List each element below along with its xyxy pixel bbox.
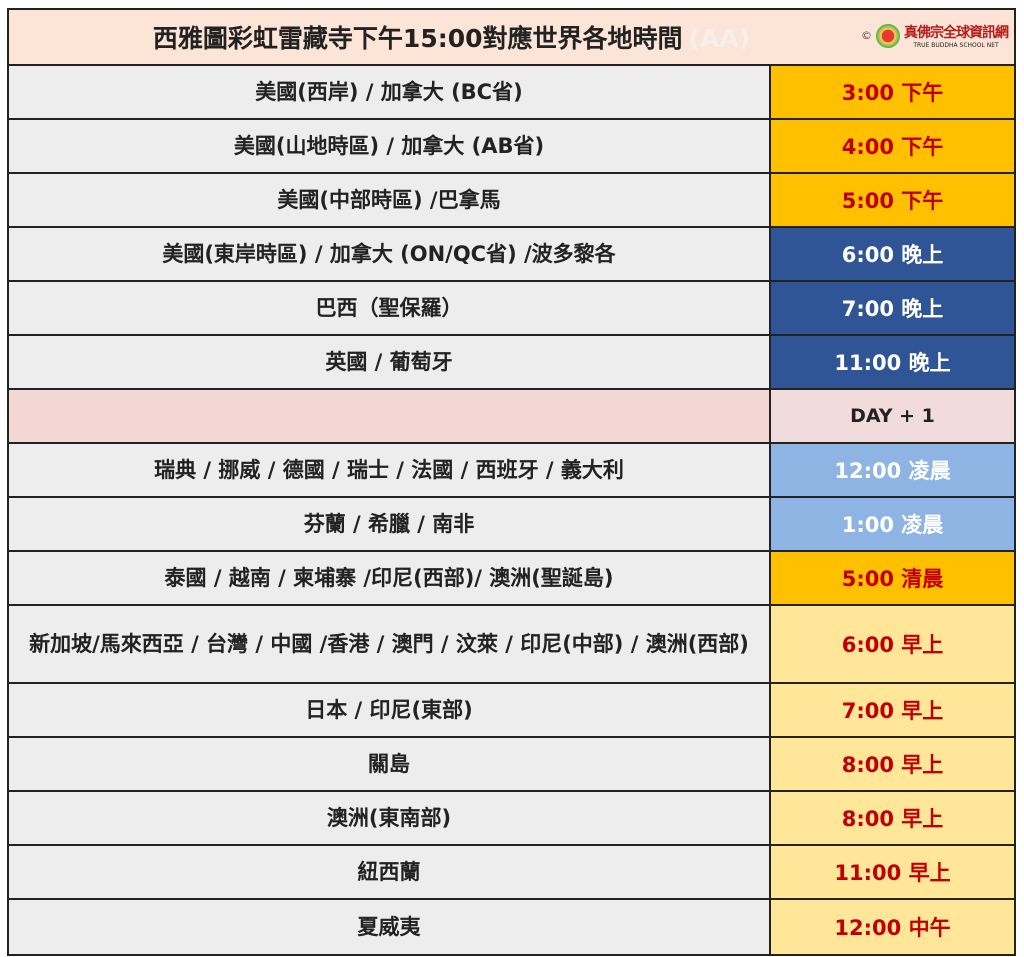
table-row: 夏威夷 12:00 中午 — [9, 900, 1014, 954]
table-row: 美國(中部時區) /巴拿馬 5:00 下午 — [9, 174, 1014, 228]
table-row: 美國(山地時區) / 加拿大 (AB省) 4:00 下午 — [9, 120, 1014, 174]
time-cell: 6:00 早上 — [771, 606, 1014, 682]
logo-name-zh: 真佛宗全球資訊網 — [904, 25, 1009, 41]
table-title-row: 西雅圖彩虹雷藏寺下午15:00對應世界各地時間 (AA) © 真佛宗全球資訊網 TR… — [9, 10, 1014, 66]
region-cell: 夏威夷 — [9, 900, 771, 954]
region-cell: 泰國 / 越南 / 柬埔寨 /印尼(西部)/ 澳洲(聖誕島) — [9, 552, 771, 604]
time-cell: 12:00 凌晨 — [771, 444, 1014, 496]
time-cell: 3:00 下午 — [771, 66, 1014, 118]
title-text: 西雅圖彩虹雷藏寺下午15:00對應世界各地時間 — [152, 24, 683, 53]
copyright-symbol: © — [861, 29, 872, 42]
table-row: 美國(西岸) / 加拿大 (BC省) 3:00 下午 — [9, 66, 1014, 120]
table-row: 新加坡/馬來西亞 / 台灣 / 中國 /香港 / 澳門 / 汶萊 / 印尼(中部… — [9, 606, 1014, 684]
time-cell: 11:00 晚上 — [771, 336, 1014, 388]
time-cell: 7:00 早上 — [771, 684, 1014, 736]
table-row: 芬蘭 / 希臘 / 南非 1:00 凌晨 — [9, 498, 1014, 552]
table-row: 英國 / 葡萄牙 11:00 晚上 — [9, 336, 1014, 390]
table-row: 美國(東岸時區) / 加拿大 (ON/QC省) /波多黎各 6:00 晚上 — [9, 228, 1014, 282]
region-cell: 美國(西岸) / 加拿大 (BC省) — [9, 66, 771, 118]
time-zone-table: 西雅圖彩虹雷藏寺下午15:00對應世界各地時間 (AA) © 真佛宗全球資訊網 TR… — [7, 8, 1016, 956]
region-cell: 日本 / 印尼(東部) — [9, 684, 771, 736]
logo-name-en: TRUE BUDDHA SCHOOL NET — [913, 42, 999, 49]
region-cell: 巴西（聖保羅） — [9, 282, 771, 334]
time-cell: 12:00 中午 — [771, 900, 1014, 954]
table-row: 日本 / 印尼(東部) 7:00 早上 — [9, 684, 1014, 738]
time-cell: 5:00 清晨 — [771, 552, 1014, 604]
table-row: 瑞典 / 挪威 / 德國 / 瑞士 / 法國 / 西班牙 / 義大利 12:00 … — [9, 444, 1014, 498]
table-row: 關島 8:00 早上 — [9, 738, 1014, 792]
region-cell: 新加坡/馬來西亞 / 台灣 / 中國 /香港 / 澳門 / 汶萊 / 印尼(中部… — [9, 606, 771, 682]
time-cell: 6:00 晚上 — [771, 228, 1014, 280]
table-row: 澳洲(東南部) 8:00 早上 — [9, 792, 1014, 846]
region-cell: 瑞典 / 挪威 / 德國 / 瑞士 / 法國 / 西班牙 / 義大利 — [9, 444, 771, 496]
time-cell: 1:00 凌晨 — [771, 498, 1014, 550]
time-cell: 11:00 早上 — [771, 846, 1014, 898]
time-cell: 5:00 下午 — [771, 174, 1014, 226]
time-cell: DAY + 1 — [771, 390, 1014, 442]
region-cell: 紐西蘭 — [9, 846, 771, 898]
logo: © 真佛宗全球資訊網 TRUE BUDDHA SCHOOL NET — [861, 22, 1009, 49]
table-row: DAY + 1 — [9, 390, 1014, 444]
region-cell: 英國 / 葡萄牙 — [9, 336, 771, 388]
emblem-icon — [876, 23, 900, 48]
table-row: 泰國 / 越南 / 柬埔寨 /印尼(西部)/ 澳洲(聖誕島) 5:00 清晨 — [9, 552, 1014, 606]
time-cell: 8:00 早上 — [771, 792, 1014, 844]
time-cell: 8:00 早上 — [771, 738, 1014, 790]
region-cell: 關島 — [9, 738, 771, 790]
region-cell: 芬蘭 / 希臘 / 南非 — [9, 498, 771, 550]
region-cell: 澳洲(東南部) — [9, 792, 771, 844]
region-cell — [9, 390, 771, 442]
table-row: 紐西蘭 11:00 早上 — [9, 846, 1014, 900]
region-cell: 美國(山地時區) / 加拿大 (AB省) — [9, 120, 771, 172]
time-cell: 7:00 晚上 — [771, 282, 1014, 334]
region-cell: 美國(東岸時區) / 加拿大 (ON/QC省) /波多黎各 — [9, 228, 771, 280]
title-mark: (AA) — [688, 24, 751, 53]
region-cell: 美國(中部時區) /巴拿馬 — [9, 174, 771, 226]
table-row: 巴西（聖保羅） 7:00 晚上 — [9, 282, 1014, 336]
time-cell: 4:00 下午 — [771, 120, 1014, 172]
table-title: 西雅圖彩虹雷藏寺下午15:00對應世界各地時間 (AA) — [153, 19, 750, 55]
